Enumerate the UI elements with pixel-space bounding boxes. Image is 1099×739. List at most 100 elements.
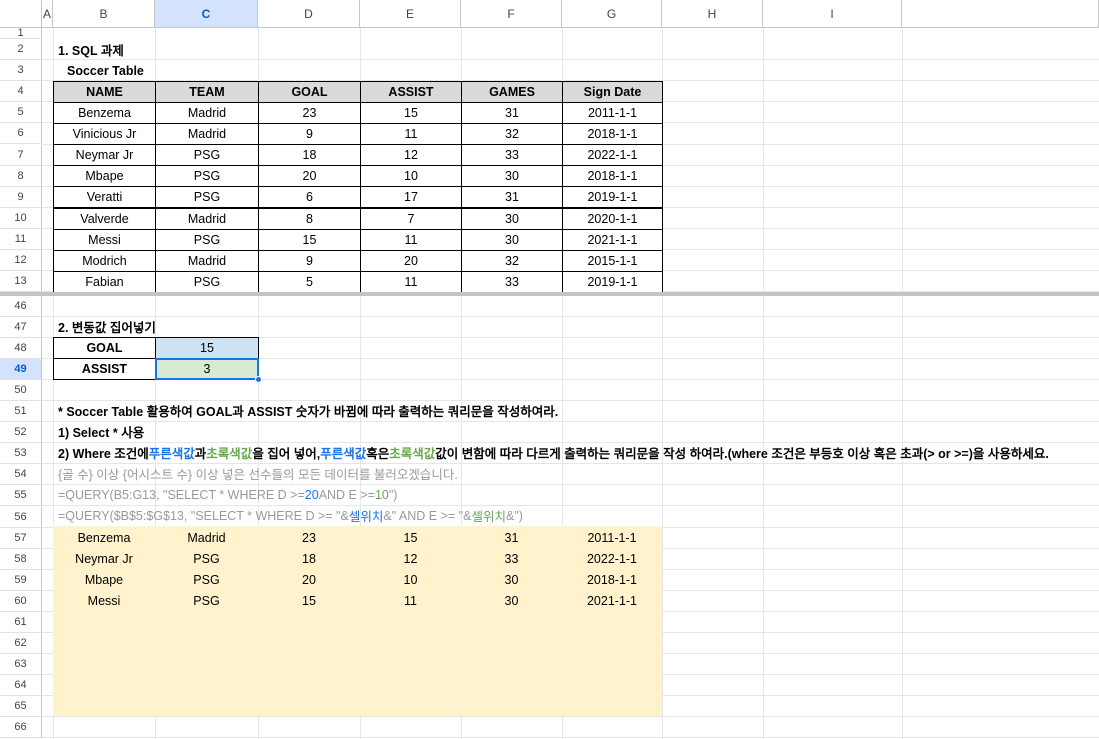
result-cell[interactable]: 18 [302,551,316,566]
table-cell[interactable]: PSG [155,270,259,293]
goal-value-cell[interactable]: 15 [155,337,259,359]
result-cell[interactable]: Neymar Jr [75,551,133,566]
row-header-58[interactable]: 58 [0,548,42,570]
table-cell[interactable]: 23 [258,102,361,124]
result-cell[interactable]: 2021-1-1 [586,593,638,608]
table-cell[interactable]: Benzema [53,102,156,124]
table-cell[interactable]: Modrich [53,249,156,272]
row-header-48[interactable]: 48 [0,338,42,360]
table-cell[interactable]: 20 [360,249,462,272]
row-header-56[interactable]: 56 [0,506,42,528]
result-cell[interactable]: 11 [404,593,417,608]
result-cell[interactable]: 23 [302,530,316,545]
column-header-A[interactable]: A [42,0,53,28]
row-header-62[interactable]: 62 [0,632,42,654]
table-header-cell[interactable]: ASSIST [360,81,462,103]
table-cell[interactable]: 30 [461,228,563,251]
row-header-59[interactable]: 59 [0,569,42,591]
row-header-66[interactable]: 66 [0,717,42,739]
table-cell[interactable]: 9 [258,123,361,146]
result-cell[interactable]: 2011-1-1 [587,530,637,545]
table-cell[interactable]: Neymar Jr [53,144,156,167]
table-cell[interactable]: 2018-1-1 [562,165,663,188]
table-cell[interactable]: 33 [461,144,563,167]
row-header-46[interactable]: 46 [0,296,42,318]
row-header-50[interactable]: 50 [0,380,42,402]
row-header-8[interactable]: 8 [0,165,42,187]
table-cell[interactable]: 17 [360,186,462,209]
result-cell[interactable]: 31 [504,530,519,545]
row-header-55[interactable]: 55 [0,485,42,507]
table-cell[interactable]: 12 [360,144,462,167]
table-cell[interactable]: 32 [461,123,563,146]
row-header-11[interactable]: 11 [0,228,42,250]
result-cell[interactable]: PSG [193,593,220,608]
table-header-cell[interactable]: GOAL [258,81,361,103]
result-cell[interactable]: 10 [403,572,418,587]
corner-cell[interactable] [0,0,42,28]
result-cell[interactable]: PSG [193,551,220,566]
table-cell[interactable]: 31 [461,186,563,209]
table-cell[interactable]: 31 [461,102,563,124]
row-header-53[interactable]: 53 [0,443,42,465]
table-cell[interactable]: 2021-1-1 [562,228,663,251]
table-cell[interactable]: 30 [461,165,563,188]
result-cell[interactable]: PSG [193,572,220,587]
table-cell[interactable]: 11 [360,270,462,293]
result-cell[interactable]: 2022-1-1 [586,551,638,566]
table-cell[interactable]: 2019-1-1 [562,186,663,209]
table-header-cell[interactable]: GAMES [461,81,563,103]
table-cell[interactable]: 32 [461,249,563,272]
table-cell[interactable]: PSG [155,165,259,188]
column-header-F[interactable]: F [461,0,562,28]
result-cell[interactable]: 30 [504,593,519,608]
table-cell[interactable]: Vinicious Jr [53,123,156,146]
column-header-G[interactable]: G [562,0,662,28]
row-header-57[interactable]: 57 [0,527,42,549]
row-header-47[interactable]: 47 [0,317,42,339]
table-cell[interactable]: 5 [258,270,361,293]
row-header-13[interactable]: 13 [0,271,42,293]
row-header-6[interactable]: 6 [0,123,42,145]
table-cell[interactable]: 2019-1-1 [562,270,663,293]
table-cell[interactable]: 8 [258,207,361,230]
frozen-rows-divider[interactable] [0,292,1099,296]
result-cell[interactable]: Madrid [187,530,226,545]
table-cell[interactable]: 10 [360,165,462,188]
row-header-63[interactable]: 63 [0,653,42,675]
result-cell[interactable]: 20 [302,572,316,587]
table-header-cell[interactable]: TEAM [155,81,259,103]
table-cell[interactable]: 2011-1-1 [562,102,663,124]
column-header-B[interactable]: B [53,0,155,28]
assist-value-cell-selected[interactable]: 3 [155,358,259,380]
row-header-65[interactable]: 65 [0,695,42,717]
table-cell[interactable]: Madrid [155,207,259,230]
table-header-cell[interactable]: Sign Date [562,81,663,103]
table-cell[interactable]: PSG [155,186,259,209]
table-cell[interactable]: 18 [258,144,361,167]
result-cell[interactable]: 15 [403,530,418,545]
row-header-61[interactable]: 61 [0,611,42,633]
table-cell[interactable]: 15 [360,102,462,124]
table-cell[interactable]: Valverde [53,207,156,230]
result-cell[interactable]: Messi [87,593,121,608]
row-header-49[interactable]: 49 [0,359,42,381]
result-cell[interactable]: 33 [504,551,519,566]
column-header-more[interactable] [902,0,1099,28]
row-header-54[interactable]: 54 [0,464,42,486]
query-result-area[interactable] [53,526,662,716]
table-cell[interactable]: Madrid [155,123,259,146]
table-cell[interactable]: 15 [258,228,361,251]
table-header-cell[interactable]: NAME [53,81,156,103]
row-header-60[interactable]: 60 [0,590,42,612]
row-header-5[interactable]: 5 [0,102,42,124]
result-cell[interactable]: Benzema [77,530,131,545]
row-header-4[interactable]: 4 [0,81,42,103]
table-cell[interactable]: Messi [53,228,156,251]
table-cell[interactable]: Fabian [53,270,156,293]
result-cell[interactable]: Mbape [84,572,124,587]
row-header-7[interactable]: 7 [0,144,42,166]
table-cell[interactable]: 6 [258,186,361,209]
table-cell[interactable]: 2020-1-1 [562,207,663,230]
result-cell[interactable]: 15 [302,593,316,608]
